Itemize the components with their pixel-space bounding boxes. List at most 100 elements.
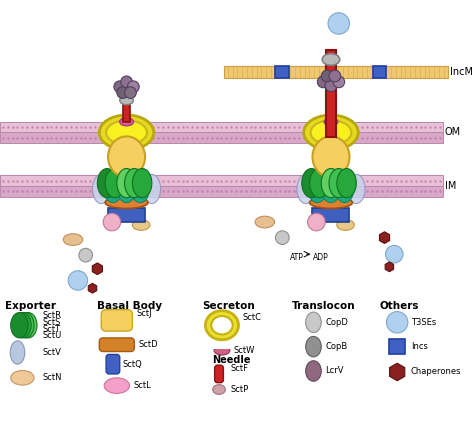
Ellipse shape [312,136,349,177]
Text: T3SEs: T3SEs [411,318,436,327]
Ellipse shape [297,174,314,203]
Ellipse shape [63,234,83,246]
Polygon shape [380,232,390,243]
Text: SctF: SctF [231,364,249,373]
Bar [326,50,336,138]
Ellipse shape [131,179,149,202]
FancyBboxPatch shape [101,310,132,331]
Ellipse shape [205,310,238,340]
Ellipse shape [10,341,25,364]
Text: SctT: SctT [43,325,61,334]
Circle shape [128,81,139,93]
Text: Chaperones: Chaperones [411,367,461,376]
Ellipse shape [99,115,154,150]
Ellipse shape [105,168,125,198]
Text: LcrV: LcrV [325,366,344,375]
Ellipse shape [321,168,341,198]
Text: CopD: CopD [325,318,348,327]
Ellipse shape [120,96,133,105]
Circle shape [329,70,341,82]
Circle shape [328,13,349,34]
Text: Basal Body: Basal Body [97,301,163,311]
Text: ADP: ADP [313,253,329,262]
Ellipse shape [213,385,225,394]
Bar [0,175,443,186]
Ellipse shape [255,216,274,228]
Ellipse shape [92,174,110,203]
Bar [0,186,443,197]
Circle shape [114,81,126,93]
Ellipse shape [306,312,321,332]
Bar [389,339,405,354]
Text: IM: IM [445,181,456,191]
FancyBboxPatch shape [99,338,134,352]
Polygon shape [88,284,97,293]
Ellipse shape [97,168,117,198]
Circle shape [117,87,128,99]
Circle shape [308,213,325,231]
Ellipse shape [132,220,150,230]
Bar [312,208,349,222]
Bar [0,122,443,133]
Ellipse shape [324,118,338,126]
Ellipse shape [306,336,321,357]
Ellipse shape [211,316,233,335]
Text: IncM: IncM [450,67,473,77]
Ellipse shape [310,168,329,198]
Ellipse shape [329,168,348,198]
Circle shape [386,312,408,333]
Ellipse shape [309,179,326,202]
Ellipse shape [132,168,152,198]
Bar [0,133,443,143]
Ellipse shape [347,174,365,203]
Ellipse shape [108,136,145,177]
Bar [123,100,130,122]
Bar [275,66,289,78]
Circle shape [103,213,121,231]
Ellipse shape [306,361,321,381]
Text: SctD: SctD [138,340,158,349]
Circle shape [275,231,289,245]
Text: SctW: SctW [234,346,255,355]
Ellipse shape [322,54,340,65]
Ellipse shape [337,168,356,198]
Ellipse shape [120,118,133,126]
Ellipse shape [105,197,148,208]
Bar [224,66,448,78]
Text: Exporter: Exporter [5,301,56,311]
Circle shape [321,70,333,82]
Text: SctL: SctL [133,381,151,390]
Ellipse shape [125,168,144,198]
Text: SctN: SctN [43,373,63,382]
Text: Translocon: Translocon [292,301,356,311]
Ellipse shape [11,313,28,338]
Text: SctJ: SctJ [137,309,152,318]
Polygon shape [390,363,405,381]
Circle shape [121,76,132,88]
Text: SctU: SctU [43,332,62,340]
FancyBboxPatch shape [106,354,120,374]
Text: CopB: CopB [325,342,347,351]
Ellipse shape [14,313,31,338]
Circle shape [79,248,92,262]
Circle shape [325,80,337,91]
Ellipse shape [143,174,161,203]
Ellipse shape [104,179,122,202]
Text: SctV: SctV [43,348,62,357]
Ellipse shape [118,179,135,202]
Ellipse shape [214,346,230,355]
FancyBboxPatch shape [215,365,223,383]
Text: Needle: Needle [212,355,251,365]
Circle shape [68,271,88,290]
Polygon shape [385,262,393,271]
Ellipse shape [106,121,147,145]
Text: SctS: SctS [43,318,61,327]
Circle shape [385,246,403,263]
Ellipse shape [322,179,340,202]
Ellipse shape [304,115,358,150]
Circle shape [125,87,137,99]
Text: SctC: SctC [242,313,261,322]
Ellipse shape [17,313,34,338]
Ellipse shape [11,370,34,385]
Text: Others: Others [380,301,419,311]
